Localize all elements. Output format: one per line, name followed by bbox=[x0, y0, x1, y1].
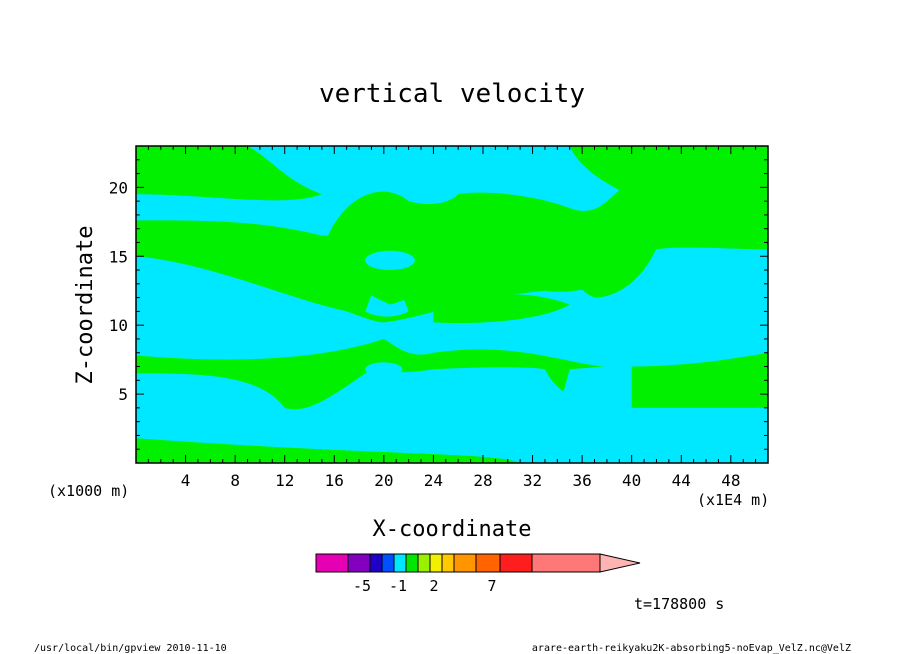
colorbar-segment bbox=[393, 553, 407, 573]
x-axis-label: X-coordinate bbox=[373, 517, 532, 542]
colorbar-segment bbox=[499, 553, 533, 573]
negative-region-lower-band bbox=[136, 367, 768, 463]
colorbar-tick-label: -5 bbox=[353, 577, 371, 595]
x-tick-label: 24 bbox=[424, 471, 443, 490]
y-tick-label: 20 bbox=[109, 178, 128, 197]
colorbar-labels: -5 -1 2 7 bbox=[353, 577, 497, 595]
colorbar-segment bbox=[429, 553, 443, 573]
y-tick-label: 5 bbox=[118, 385, 128, 404]
colorbar-segment bbox=[315, 553, 349, 573]
negative-region-small-cell bbox=[365, 362, 403, 377]
chart-title: vertical velocity bbox=[319, 79, 585, 109]
negative-region-upper-band bbox=[136, 146, 620, 236]
footer-left: /usr/local/bin/gpview 2010-11-10 bbox=[34, 643, 227, 654]
colorbar-segment bbox=[405, 553, 419, 573]
x-tick-label: 12 bbox=[275, 471, 294, 490]
negative-region-right-column bbox=[544, 365, 632, 463]
colorbar-tick-label: 2 bbox=[429, 577, 438, 595]
plot-frame bbox=[135, 145, 769, 464]
colorbar-tick-label: 7 bbox=[487, 577, 496, 595]
colorbar-tick-label: -1 bbox=[389, 577, 407, 595]
colorbar-arrow bbox=[599, 553, 641, 573]
contour-field bbox=[136, 146, 768, 463]
negative-region-center-slit bbox=[365, 250, 415, 270]
x-unit-left: (x1000 m) bbox=[48, 482, 129, 500]
y-tick-label: 10 bbox=[109, 316, 128, 335]
x-tick-label: 32 bbox=[523, 471, 542, 490]
colorbar-segment bbox=[531, 553, 601, 573]
y-axis: 5 10 15 20 bbox=[109, 159, 768, 450]
x-tick-label: 16 bbox=[325, 471, 344, 490]
time-label: t=178800 s bbox=[634, 595, 724, 613]
colorbar-segment bbox=[453, 553, 477, 573]
y-tick-label: 15 bbox=[109, 247, 128, 266]
x-tick-label: 44 bbox=[672, 471, 691, 490]
x-axis: 4 8 12 16 20 24 28 32 36 40 44 48 bbox=[147, 146, 757, 490]
colorbar-segment bbox=[347, 553, 371, 573]
x-tick-label: 8 bbox=[230, 471, 240, 490]
positive-region-right-lobe bbox=[569, 244, 657, 298]
x-tick-label: 48 bbox=[721, 471, 740, 490]
colorbar-segment bbox=[417, 553, 431, 573]
footer-right: arare-earth-reikyaku2K-absorbing5-noEvap… bbox=[532, 643, 851, 654]
positive-islands bbox=[328, 214, 657, 377]
x-tick-label: 4 bbox=[181, 471, 191, 490]
colorbar-segment bbox=[381, 553, 395, 573]
positive-region-lower-lobe bbox=[433, 294, 570, 324]
y-axis-label: Z-coordinate bbox=[73, 226, 98, 385]
x-tick-label: 36 bbox=[572, 471, 591, 490]
x-tick-label: 40 bbox=[622, 471, 641, 490]
colorbar bbox=[315, 553, 641, 573]
x-unit-right: (x1E4 m) bbox=[697, 491, 769, 509]
colorbar-segment bbox=[441, 553, 455, 573]
x-tick-label: 28 bbox=[473, 471, 492, 490]
x-tick-label: 20 bbox=[374, 471, 393, 490]
colorbar-segment bbox=[475, 553, 501, 573]
colorbar-segment bbox=[369, 553, 383, 573]
